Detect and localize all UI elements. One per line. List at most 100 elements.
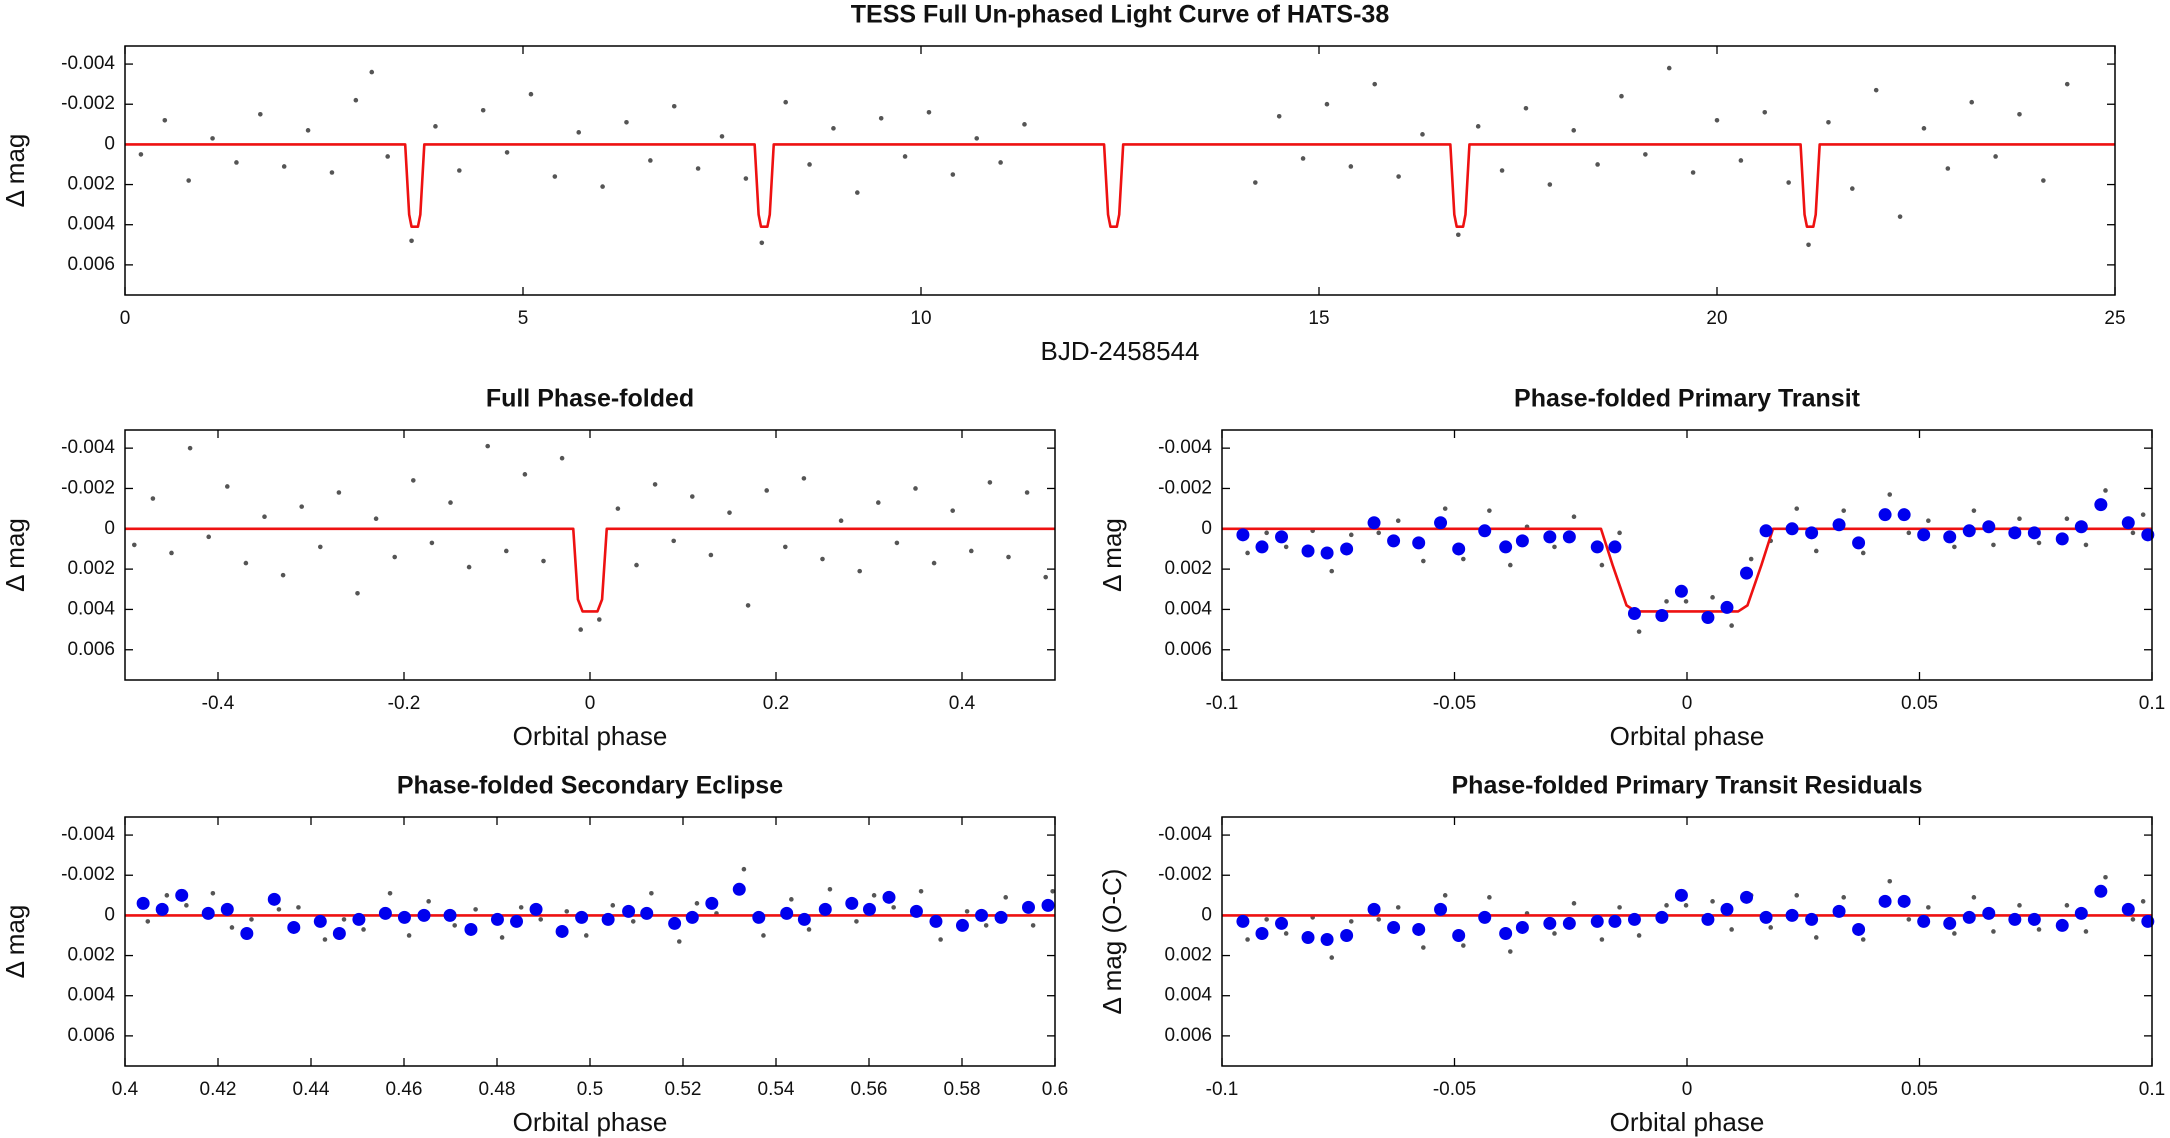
model-line bbox=[1222, 527, 2152, 613]
data-point bbox=[2017, 516, 2022, 522]
y-tick-label: 0.002 bbox=[67, 945, 115, 966]
data-point bbox=[969, 548, 974, 554]
data-point bbox=[1523, 105, 1529, 111]
data-point bbox=[964, 909, 970, 914]
data-point bbox=[1571, 514, 1577, 519]
x-axis-label: Orbital phase bbox=[1610, 721, 1765, 751]
binned-point bbox=[1943, 530, 1957, 544]
binned-point bbox=[220, 902, 234, 916]
binned-point bbox=[175, 888, 189, 902]
y-tick-label: 0.002 bbox=[67, 558, 115, 579]
y-tick-label: -0.004 bbox=[1158, 437, 1212, 458]
binned-point bbox=[1301, 930, 1315, 944]
binned-point bbox=[1805, 526, 1819, 540]
x-tick-label: -0.05 bbox=[1433, 1079, 1476, 1100]
binned-point bbox=[1590, 914, 1604, 928]
binned-point bbox=[1543, 916, 1557, 930]
binned-point bbox=[1878, 508, 1892, 522]
binned-point bbox=[1785, 522, 1799, 536]
data-point bbox=[983, 923, 989, 928]
data-point bbox=[761, 933, 766, 938]
data-point bbox=[857, 568, 862, 574]
x-tick-label: 0.56 bbox=[851, 1079, 888, 1100]
binned-point bbox=[1340, 928, 1354, 942]
data-point bbox=[1926, 518, 1931, 524]
data-point bbox=[1552, 931, 1557, 936]
data-point bbox=[1971, 508, 1977, 513]
y-tick-label: 0 bbox=[1201, 518, 1212, 539]
plot-frame bbox=[1221, 429, 2153, 681]
binned-point bbox=[2141, 528, 2155, 542]
plot-frame bbox=[124, 816, 1056, 1067]
data-point bbox=[552, 174, 558, 179]
binned-point bbox=[1590, 540, 1604, 554]
x-tick-label: 0.6 bbox=[1042, 1079, 1068, 1100]
binned-point bbox=[1674, 888, 1688, 902]
data-point bbox=[1420, 132, 1425, 137]
data-point bbox=[827, 886, 833, 892]
data-point bbox=[392, 554, 398, 560]
data-point bbox=[831, 126, 836, 131]
binned-point bbox=[752, 910, 766, 924]
data-point bbox=[518, 905, 524, 910]
data-point bbox=[164, 893, 170, 898]
binned-point bbox=[1434, 516, 1448, 530]
data-point bbox=[499, 935, 505, 940]
data-point bbox=[281, 164, 287, 169]
binned-point bbox=[1943, 916, 1957, 930]
binned-point bbox=[1387, 534, 1401, 548]
data-point bbox=[1887, 878, 1893, 884]
binned-point bbox=[1701, 611, 1715, 624]
data-point bbox=[891, 905, 896, 910]
data-point bbox=[318, 544, 323, 550]
x-tick-label: -0.4 bbox=[202, 693, 235, 714]
data-point bbox=[2064, 81, 2070, 87]
data-point bbox=[610, 903, 616, 908]
binned-point bbox=[136, 896, 150, 910]
data-point bbox=[466, 564, 472, 570]
y-tick-label: 0.004 bbox=[67, 598, 115, 619]
x-axis-label: BJD-2458544 bbox=[1041, 336, 1200, 366]
data-point bbox=[429, 540, 435, 546]
data-point bbox=[564, 909, 570, 914]
data-point bbox=[448, 500, 453, 505]
binned-point bbox=[622, 904, 636, 918]
y-tick-label: 0.004 bbox=[1164, 598, 1212, 619]
x-tick-label: -0.05 bbox=[1433, 693, 1476, 714]
binned-point bbox=[1917, 914, 1931, 928]
data-point bbox=[1571, 901, 1577, 906]
data-point bbox=[1738, 158, 1744, 163]
data-point bbox=[630, 919, 636, 924]
data-point bbox=[538, 917, 544, 922]
data-point bbox=[1636, 629, 1642, 634]
data-point bbox=[1276, 113, 1282, 119]
data-point bbox=[1006, 554, 1011, 560]
y-tick-label: 0.006 bbox=[1164, 1025, 1212, 1046]
data-point bbox=[998, 160, 1003, 165]
data-point bbox=[504, 548, 509, 554]
data-point bbox=[854, 919, 859, 924]
y-tick-label: -0.002 bbox=[61, 477, 115, 498]
y-tick-label: 0.006 bbox=[67, 1025, 115, 1046]
binned-point bbox=[1434, 902, 1448, 916]
data-point bbox=[1456, 232, 1461, 238]
x-tick-label: -0.1 bbox=[1206, 1079, 1239, 1100]
data-point bbox=[452, 923, 457, 928]
data-point bbox=[426, 899, 431, 904]
x-tick-label: 0.5 bbox=[577, 1079, 603, 1100]
binned-point bbox=[1367, 902, 1381, 916]
data-point bbox=[1748, 556, 1754, 562]
data-point bbox=[1003, 895, 1009, 900]
binned-point bbox=[1340, 542, 1354, 556]
binned-point bbox=[352, 912, 366, 926]
binned-point bbox=[1275, 916, 1289, 930]
data-point bbox=[162, 117, 168, 123]
data-point bbox=[296, 905, 301, 910]
binned-point bbox=[1320, 546, 1334, 560]
data-point bbox=[783, 544, 788, 550]
binned-point bbox=[929, 914, 943, 928]
data-point bbox=[2036, 540, 2042, 546]
data-point bbox=[1396, 174, 1401, 179]
data-point bbox=[1794, 893, 1800, 898]
binned-point bbox=[155, 902, 169, 916]
